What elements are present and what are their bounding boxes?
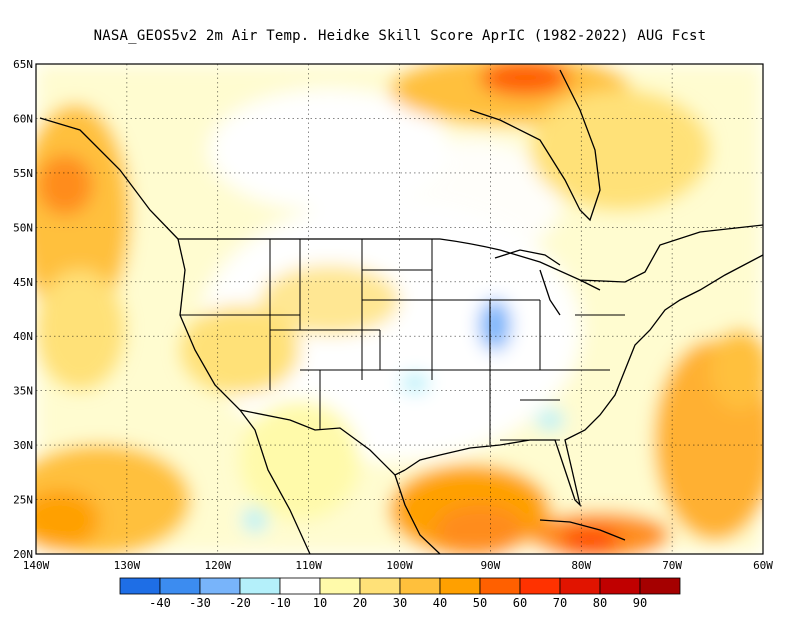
map-title: NASA_GEOS5v2 2m Air Temp. Heidke Skill S… bbox=[93, 28, 707, 44]
lat-tick-label: 25N bbox=[13, 494, 33, 507]
lon-tick-label: 140W bbox=[23, 559, 50, 572]
colorbar-label: 40 bbox=[433, 596, 447, 610]
skill-score-field bbox=[36, 64, 763, 554]
colorbar-label: 70 bbox=[553, 596, 567, 610]
colorbar-swatch bbox=[399, 577, 441, 595]
colorbar-swatch bbox=[479, 577, 521, 595]
lat-tick-label: 35N bbox=[13, 385, 33, 398]
colorbar-swatch bbox=[319, 577, 361, 595]
mexico-coast bbox=[394, 474, 441, 554]
longitude-tick-labels: 140W 130W 120W 110W 100W 90W 80W 70W 60W bbox=[23, 559, 774, 572]
latitude-tick-labels: 20N 25N 30N 35N 40N 45N 50N 55N 60N 65N bbox=[13, 58, 33, 561]
lat-tick-label: 20N bbox=[13, 548, 33, 561]
lat-tick-label: 55N bbox=[13, 167, 33, 180]
colorbar-swatch bbox=[119, 577, 161, 595]
colorbar-label: 50 bbox=[473, 596, 487, 610]
colorbar-label: -40 bbox=[149, 596, 171, 610]
colorbar-swatch bbox=[519, 577, 561, 595]
colorbar-swatch bbox=[559, 577, 601, 595]
us-canada-border bbox=[178, 224, 763, 283]
state-lines bbox=[180, 239, 625, 445]
colorbar-label: 10 bbox=[313, 596, 327, 610]
political-boundaries bbox=[39, 69, 763, 554]
colorbar-label: 60 bbox=[513, 596, 527, 610]
great-lakes bbox=[494, 249, 601, 316]
lat-tick-label: 50N bbox=[13, 221, 33, 234]
colorbar-label: 20 bbox=[353, 596, 367, 610]
lon-tick-label: 120W bbox=[205, 559, 232, 572]
colorbar-label: -10 bbox=[269, 596, 291, 610]
lon-tick-label: 60W bbox=[753, 559, 773, 572]
lon-tick-label: 130W bbox=[114, 559, 141, 572]
map-frame bbox=[35, 63, 764, 555]
colorbar-label: -30 bbox=[189, 596, 211, 610]
colorbar-swatch bbox=[359, 577, 401, 595]
lat-tick-label: 30N bbox=[13, 439, 33, 452]
colorbar-swatch bbox=[439, 577, 481, 595]
lon-tick-label: 70W bbox=[662, 559, 682, 572]
lat-tick-label: 40N bbox=[13, 330, 33, 343]
colorbar-label: -20 bbox=[229, 596, 251, 610]
hudson-bay bbox=[469, 69, 601, 222]
colorbar-label: 30 bbox=[393, 596, 407, 610]
colorbar-swatch bbox=[279, 577, 321, 595]
colorbar-swatch bbox=[639, 577, 681, 595]
lon-tick-label: 100W bbox=[386, 559, 413, 572]
colorbar: -40 -30 -20 -10 10 20 30 40 50 60 70 80 90 bbox=[119, 577, 681, 610]
colorbar-swatch bbox=[239, 577, 281, 595]
lat-tick-label: 65N bbox=[13, 58, 33, 71]
map-plot-area bbox=[36, 64, 763, 554]
colorbar-label: 80 bbox=[593, 596, 607, 610]
cuba bbox=[539, 519, 626, 541]
colorbar-swatch bbox=[199, 577, 241, 595]
lat-tick-label: 60N bbox=[13, 112, 33, 125]
colorbar-swatch bbox=[159, 577, 201, 595]
lat-tick-label: 45N bbox=[13, 276, 33, 289]
gulf-coast bbox=[404, 254, 763, 508]
colorbar-label: 90 bbox=[633, 596, 647, 610]
lon-tick-label: 90W bbox=[480, 559, 500, 572]
lon-tick-label: 110W bbox=[295, 559, 322, 572]
west-coast bbox=[39, 117, 311, 554]
colorbar-swatch bbox=[599, 577, 641, 595]
lon-tick-label: 80W bbox=[571, 559, 591, 572]
